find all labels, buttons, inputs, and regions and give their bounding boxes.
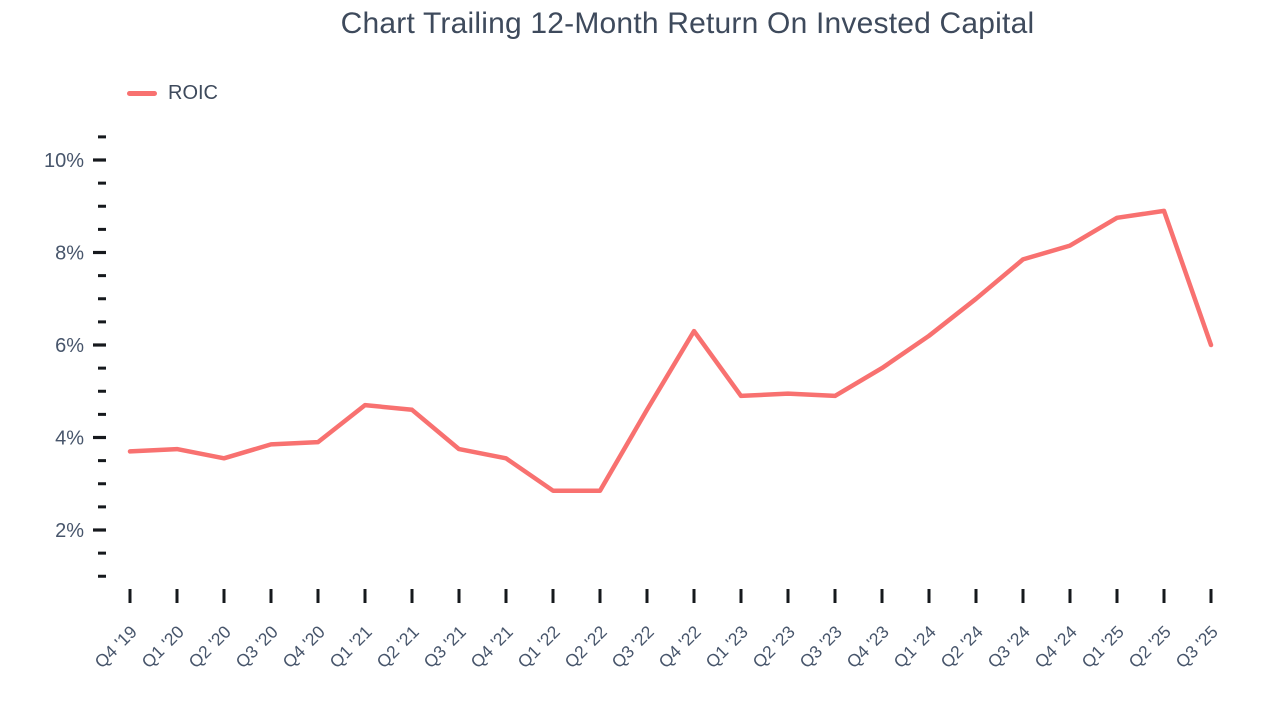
x-tick-label: Q1 '25	[1078, 622, 1128, 672]
x-tick-label: Q4 '19	[91, 622, 141, 672]
x-tick-label: Q4 '21	[467, 622, 517, 672]
roic-line	[127, 208, 1214, 493]
x-tick-label: Q1 '23	[702, 622, 752, 672]
x-tick-label: Q2 '23	[749, 622, 799, 672]
legend: ROIC	[127, 82, 218, 105]
x-tick-label: Q1 '20	[138, 621, 188, 671]
y-tick-label: 6%	[55, 335, 84, 357]
y-axis: 2% 4% 6% 8% 10%	[44, 135, 106, 578]
x-tick-label: Q2 '21	[373, 622, 423, 672]
x-tick-label: Q1 '21	[326, 622, 376, 672]
x-tick-label: Q3 '22	[608, 622, 658, 672]
x-tick-label: Q4 '24	[1031, 621, 1081, 671]
x-tick-label: Q2 '25	[1125, 622, 1175, 672]
x-tick-label: Q3 '20	[232, 621, 282, 671]
x-tick-label: Q2 '22	[561, 622, 611, 672]
x-tick-label: Q4 '23	[843, 622, 893, 672]
x-tick-label: Q1 '24	[890, 621, 940, 671]
x-tick-label: Q3 '24	[984, 621, 1034, 671]
x-tick-label: Q1 '22	[514, 622, 564, 672]
x-tick-label: Q4 '20	[279, 621, 329, 671]
roic-line-series	[127, 208, 1214, 493]
x-tick-label: Q2 '20	[185, 621, 235, 671]
y-tick-label: 8%	[55, 243, 84, 265]
x-tick-label: Q3 '25	[1172, 622, 1222, 672]
x-tick-label: Q2 '24	[937, 621, 987, 671]
x-tick-label: Q3 '23	[796, 622, 846, 672]
x-tick-label: Q4 '22	[655, 622, 705, 672]
y-tick-label: 4%	[55, 428, 84, 450]
legend-label-roic: ROIC	[168, 82, 218, 104]
chart-title: Chart Trailing 12-Month Return On Invest…	[340, 7, 1035, 40]
x-tick-label: Q3 '21	[420, 622, 470, 672]
y-tick-label: 2%	[55, 520, 84, 542]
legend-line-swatch	[127, 91, 157, 96]
y-tick-label: 10%	[44, 150, 84, 172]
